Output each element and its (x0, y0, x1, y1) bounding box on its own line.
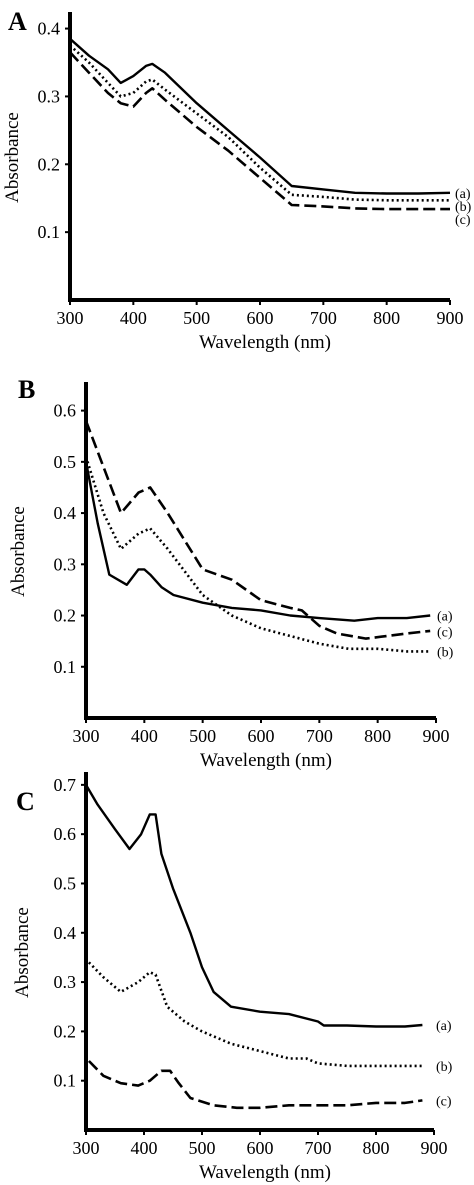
y-tick-label: 0.6 (54, 824, 77, 844)
x-tick-label: 500 (189, 726, 216, 746)
x-tick-label: 300 (73, 726, 100, 746)
y-tick-label: 0.2 (54, 1021, 77, 1041)
y-tick-label: 0.2 (38, 154, 61, 174)
x-axis-title: Wavelength (nm) (200, 750, 332, 771)
series-line (84, 461, 431, 622)
panel-c: C 300 400 500 600 700 800 900 0.1 0.2 0.3 0.4 0.5 0.6… (12, 772, 453, 1183)
x-tick-label: 700 (305, 1138, 332, 1158)
series-line (87, 961, 423, 1068)
series-line (69, 51, 450, 211)
x-tick-label: 600 (247, 1138, 274, 1158)
series-label: (b) (455, 200, 472, 215)
y-tick-label: 0.1 (54, 657, 77, 677)
series-label: (b) (436, 1060, 453, 1075)
x-tick-label: 300 (73, 1138, 100, 1158)
x-tick-label: 900 (437, 308, 464, 328)
panel-b: B 300 400 500 600 700 800 900 0.1 0.2 0.3 0.4 0.5 0.6… (8, 375, 454, 771)
x-tick-label: 700 (306, 726, 333, 746)
series-label: (a) (455, 187, 471, 202)
x-axis-title: Wavelength (nm) (199, 1162, 331, 1183)
x-tick-label: 400 (131, 726, 158, 746)
panel-letter: C (16, 787, 35, 816)
y-tick-label: 0.4 (54, 503, 77, 523)
series-line (84, 456, 431, 653)
panel-letter: A (8, 7, 27, 36)
x-tick-label: 600 (247, 308, 274, 328)
y-axis-title: Absorbance (2, 112, 23, 203)
x-tick-label: 400 (131, 1138, 158, 1158)
x-tick-label: 500 (183, 308, 210, 328)
x-axis-title: Wavelength (nm) (199, 332, 331, 353)
panel-letter: B (18, 375, 35, 404)
x-tick-label: 600 (248, 726, 275, 746)
y-tick-label: 0.6 (54, 401, 77, 421)
series-line (84, 420, 431, 640)
y-axis-title: Absorbance (12, 907, 33, 998)
x-tick-label: 900 (421, 1138, 448, 1158)
series-label: (c) (455, 213, 471, 228)
x-tick-label: 800 (373, 308, 400, 328)
series-label: (a) (436, 1019, 452, 1034)
series-line (84, 784, 423, 1028)
x-tick-label: 500 (189, 1138, 216, 1158)
series-label: (b) (437, 645, 454, 660)
y-tick-label: 0.4 (38, 19, 61, 39)
y-tick-label: 0.4 (54, 923, 77, 943)
x-tick-label: 400 (120, 308, 147, 328)
series-line (69, 44, 450, 202)
y-tick-label: 0.3 (38, 86, 61, 106)
y-tick-label: 0.5 (54, 452, 77, 472)
y-tick-label: 0.1 (38, 222, 61, 242)
y-tick-label: 0.5 (54, 873, 77, 893)
series-label: (c) (436, 1094, 452, 1109)
y-tick-label: 0.3 (54, 554, 77, 574)
series-line (87, 1060, 423, 1110)
y-tick-label: 0.2 (54, 606, 77, 626)
x-tick-label: 900 (423, 726, 450, 746)
series-line (69, 37, 451, 195)
series-label: (a) (437, 610, 453, 625)
x-tick-label: 800 (364, 726, 391, 746)
y-axis-title: Absorbance (8, 506, 29, 597)
x-tick-label: 700 (310, 308, 337, 328)
y-tick-label: 0.7 (54, 775, 77, 795)
panel-a: A 300 400 500 600 700 800 900 0.1 0.2 0.3 0.4 Wavele… (2, 7, 472, 353)
x-tick-label: 300 (57, 308, 84, 328)
y-tick-label: 0.3 (54, 972, 77, 992)
y-tick-label: 0.1 (54, 1071, 77, 1091)
series-label: (c) (437, 626, 453, 641)
x-tick-label: 800 (363, 1138, 390, 1158)
